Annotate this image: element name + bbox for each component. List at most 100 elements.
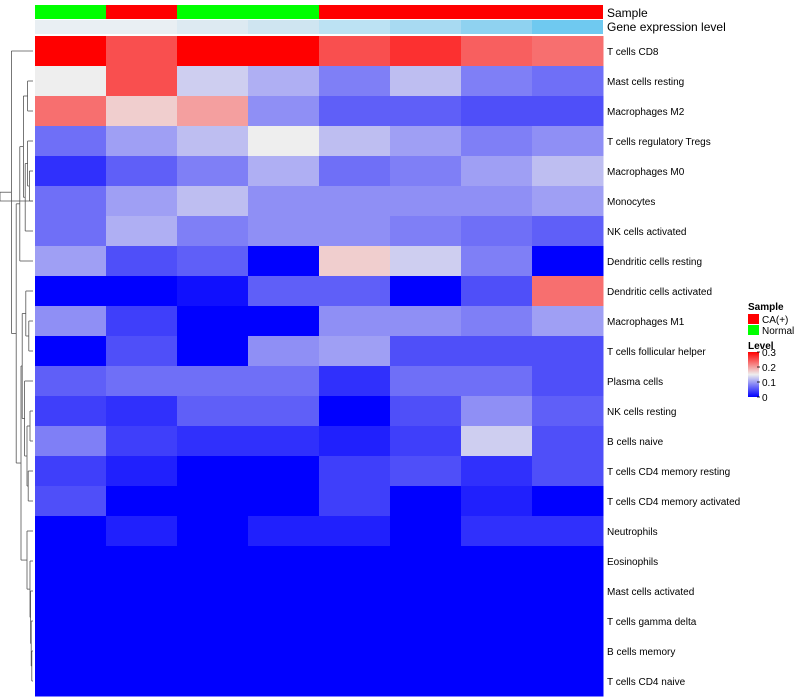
heatmap-cell bbox=[532, 486, 604, 517]
heatmap-cell bbox=[35, 66, 107, 97]
row-labels: T cells CD8 Mast cells resting Macrophages… bbox=[607, 47, 740, 688]
heatmap-cell bbox=[177, 636, 249, 667]
heatmap-cell bbox=[248, 156, 320, 187]
heatmap-cell bbox=[177, 96, 249, 127]
heatmap-cell bbox=[461, 246, 533, 277]
heatmap-cell bbox=[532, 576, 604, 607]
heatmap-cell bbox=[106, 486, 178, 517]
heatmap-cell bbox=[319, 606, 391, 637]
row-label: T cells gamma delta bbox=[607, 617, 697, 628]
heatmap-cell bbox=[532, 606, 604, 637]
heatmap-cell bbox=[248, 126, 320, 157]
heatmap-cell bbox=[461, 276, 533, 307]
heatmap-cell bbox=[532, 246, 604, 277]
heatmap-cell bbox=[390, 36, 462, 67]
heatmap-cell bbox=[35, 666, 107, 697]
row-label: B cells memory bbox=[607, 647, 675, 658]
heatmap-cell bbox=[532, 636, 604, 667]
heatmap-cell bbox=[35, 396, 107, 427]
heatmap-cell bbox=[532, 216, 604, 247]
row-label: Macrophages M1 bbox=[607, 317, 685, 328]
heatmap-cell bbox=[248, 186, 320, 217]
heatmap-cell bbox=[248, 576, 320, 607]
heatmap-cell bbox=[461, 576, 533, 607]
heatmap-cell bbox=[390, 576, 462, 607]
heatmap-cell bbox=[106, 306, 178, 337]
heatmap-cell bbox=[461, 516, 533, 547]
heatmap-cell bbox=[390, 486, 462, 517]
heatmap-cell bbox=[461, 186, 533, 217]
heatmap-cell bbox=[35, 486, 107, 517]
heatmap-cell bbox=[248, 426, 320, 457]
heatmap-cell bbox=[35, 126, 107, 157]
heatmap-cell bbox=[248, 276, 320, 307]
heatmap-cell bbox=[106, 576, 178, 607]
heatmap-cell bbox=[461, 396, 533, 427]
heatmap-cell bbox=[390, 276, 462, 307]
heatmap-cell bbox=[106, 396, 178, 427]
sample-annotation-cell bbox=[532, 5, 603, 19]
row-label: T cells follicular helper bbox=[607, 347, 706, 358]
heatmap-cell bbox=[532, 666, 604, 697]
heatmap-cell bbox=[106, 366, 178, 397]
row-label: Monocytes bbox=[607, 197, 655, 208]
row-label: Mast cells activated bbox=[607, 587, 694, 598]
heatmap-cell bbox=[461, 456, 533, 487]
heatmap-cell bbox=[177, 66, 249, 97]
heatmap-cell bbox=[461, 126, 533, 157]
heatmap-cell bbox=[248, 66, 320, 97]
heatmap-cell bbox=[390, 666, 462, 697]
heatmap-cell bbox=[461, 156, 533, 187]
sample-annotation-cell bbox=[106, 5, 177, 19]
heatmap-cell bbox=[248, 96, 320, 127]
row-label: Dendritic cells activated bbox=[607, 287, 712, 298]
heatmap-cell bbox=[319, 456, 391, 487]
row-label: Plasma cells bbox=[607, 377, 663, 388]
row-label: T cells CD4 naive bbox=[607, 677, 686, 688]
heatmap-cell bbox=[106, 546, 178, 577]
heatmap-cell bbox=[319, 576, 391, 607]
heatmap-cell bbox=[248, 396, 320, 427]
heatmap-cell bbox=[532, 126, 604, 157]
heatmap-cell bbox=[35, 186, 107, 217]
heatmap-cell bbox=[177, 396, 249, 427]
heatmap-cell bbox=[390, 426, 462, 457]
heatmap-cell bbox=[177, 336, 249, 367]
heatmap-cell bbox=[319, 366, 391, 397]
heatmap-cell bbox=[35, 36, 107, 67]
heatmap-cell bbox=[177, 516, 249, 547]
heatmap-cell bbox=[106, 156, 178, 187]
heatmap-cell bbox=[390, 366, 462, 397]
heatmap-cell bbox=[319, 546, 391, 577]
sample-annotation-cell bbox=[390, 5, 461, 19]
row-label: T cells regulatory Tregs bbox=[607, 137, 711, 148]
heatmap-cell bbox=[461, 66, 533, 97]
heatmap-cells bbox=[35, 36, 604, 697]
heatmap-cell bbox=[532, 66, 604, 97]
heatmap-cell bbox=[532, 336, 604, 367]
heatmap-cell bbox=[177, 426, 249, 457]
heatmap-cell bbox=[461, 306, 533, 337]
heatmap-cell bbox=[35, 276, 107, 307]
heatmap-cell bbox=[532, 456, 604, 487]
heatmap-cell bbox=[106, 216, 178, 247]
heatmap-cell bbox=[319, 156, 391, 187]
heatmap-cell bbox=[319, 246, 391, 277]
heatmap-cell bbox=[532, 96, 604, 127]
heatmap-cell bbox=[319, 306, 391, 337]
expression-annotation-cell bbox=[319, 20, 390, 34]
heatmap-cell bbox=[177, 276, 249, 307]
heatmap-cell bbox=[106, 636, 178, 667]
heatmap-cell bbox=[461, 96, 533, 127]
heatmap-cell bbox=[106, 666, 178, 697]
sample-annotation-cell bbox=[248, 5, 319, 19]
sample-annotation-cell bbox=[461, 5, 532, 19]
heatmap-cell bbox=[532, 366, 604, 397]
heatmap-cell bbox=[177, 486, 249, 517]
row-label: T cells CD4 memory resting bbox=[607, 467, 730, 478]
heatmap-cell bbox=[35, 96, 107, 127]
heatmap-cell bbox=[248, 636, 320, 667]
row-label: Dendritic cells resting bbox=[607, 257, 702, 268]
row-label: NK cells resting bbox=[607, 407, 676, 418]
